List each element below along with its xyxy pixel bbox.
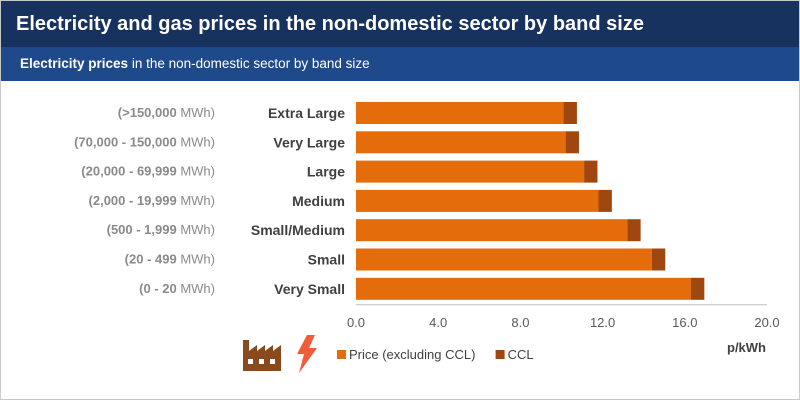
band-range-value: (>150,000: [118, 105, 181, 120]
band-range-unit: MWh): [180, 281, 215, 296]
ccl-bar: [598, 189, 612, 212]
category-label: Very Large: [273, 134, 345, 150]
ccl-bar: [651, 248, 666, 271]
category-label: Medium: [292, 193, 345, 209]
band-range-value: (20 - 499: [125, 252, 181, 267]
band-range-unit: MWh): [180, 193, 215, 208]
band-range-value: (20,000 - 69,999: [81, 164, 180, 179]
category-label: Small: [308, 252, 345, 268]
band-range-label: (20,000 - 69,999 MWh): [81, 164, 215, 179]
lightning-bolt-icon: [297, 335, 317, 373]
category-label: Very Small: [274, 281, 345, 297]
price-bar: [356, 219, 628, 242]
price-bar: [356, 131, 566, 154]
band-range-label: (500 - 1,999 MWh): [107, 222, 215, 237]
band-range-label: (2,000 - 19,999 MWh): [89, 193, 215, 208]
band-range-label: (20 - 499 MWh): [125, 252, 215, 267]
category-labels: Extra Large Very Large Large Medium Small/Me…: [251, 105, 345, 297]
page-title: Electricity and gas prices in the non-do…: [1, 1, 799, 47]
price-bar: [356, 160, 585, 183]
x-tick-label: 20.0: [754, 315, 779, 330]
price-bar: [356, 189, 599, 212]
category-label: Extra Large: [268, 105, 345, 121]
band-range-unit: MWh): [180, 222, 215, 237]
band-range-unit: MWh): [180, 134, 215, 149]
price-bar: [356, 248, 652, 271]
band-range-value: (2,000 - 19,999: [89, 193, 181, 208]
legend-swatch: [337, 350, 346, 359]
legend-label: Price (excluding CCL): [349, 347, 475, 362]
x-tick-label: 8.0: [511, 315, 529, 330]
band-range-unit: MWh): [180, 105, 215, 120]
category-label: Small/Medium: [251, 222, 345, 238]
legend-label: CCL: [508, 347, 534, 362]
ccl-bar: [690, 277, 705, 300]
ccl-bar: [565, 131, 579, 154]
x-tick-label: 4.0: [429, 315, 447, 330]
price-bar: [356, 102, 564, 124]
legend: Price (excluding CCL) CCL: [337, 347, 534, 362]
band-range-labels: (>150,000 MWh)(70,000 - 150,000 MWh)(20,…: [74, 105, 215, 296]
band-range-label: (>150,000 MWh): [118, 105, 215, 120]
x-tick-label: 0.0: [347, 315, 365, 330]
x-tick-labels: 0.0 4.0 8.0 12.0 16.0 20.0: [347, 315, 780, 330]
band-range-unit: MWh): [180, 164, 215, 179]
band-range-value: (0 - 20: [139, 281, 180, 296]
x-axis-title: p/kWh: [727, 340, 766, 355]
band-range-label: (70,000 - 150,000 MWh): [74, 134, 215, 149]
subtitle-rest: in the non-domestic sector by band size: [128, 56, 370, 71]
subtitle-bold: Electricity prices: [20, 56, 129, 71]
band-range-value: (70,000 - 150,000: [74, 134, 180, 149]
ccl-bar: [563, 102, 577, 124]
band-range-value: (500 - 1,999: [107, 222, 181, 237]
ccl-bar: [584, 160, 598, 183]
x-tick-label: 12.0: [590, 315, 615, 330]
bars: [356, 102, 705, 300]
band-range-label: (0 - 20 MWh): [139, 281, 215, 296]
price-bar: [356, 277, 691, 300]
band-range-unit: MWh): [180, 252, 215, 267]
chart-subtitle: Electricity prices in the non-domestic s…: [1, 47, 799, 81]
factory-icon: [243, 340, 281, 371]
category-label: Large: [307, 164, 345, 180]
ccl-bar: [627, 219, 641, 242]
x-tick-label: 16.0: [672, 315, 697, 330]
legend-swatch: [495, 350, 505, 359]
